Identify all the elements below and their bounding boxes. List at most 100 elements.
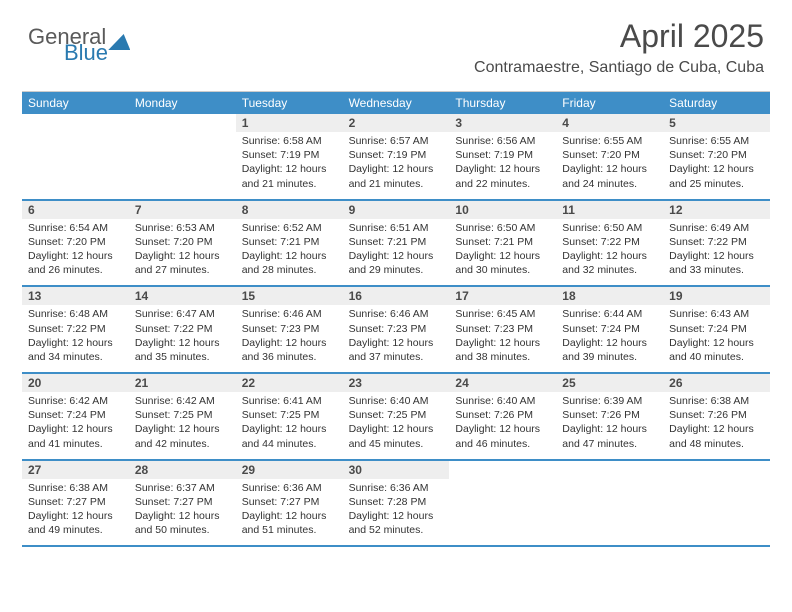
sunrise-line: Sunrise: 6:46 AM bbox=[349, 307, 444, 321]
sunrise-line: Sunrise: 6:42 AM bbox=[28, 394, 123, 408]
sunrise-line: Sunrise: 6:39 AM bbox=[562, 394, 657, 408]
day-content: Sunrise: 6:36 AMSunset: 7:28 PMDaylight:… bbox=[343, 479, 450, 546]
page-title: April 2025 bbox=[474, 18, 764, 55]
day-number: 21 bbox=[129, 374, 236, 392]
day-content: Sunrise: 6:42 AMSunset: 7:25 PMDaylight:… bbox=[129, 392, 236, 459]
daylight-line: Daylight: 12 hours and 48 minutes. bbox=[669, 422, 764, 450]
daylight-line: Daylight: 12 hours and 21 minutes. bbox=[242, 162, 337, 190]
day-content: Sunrise: 6:40 AMSunset: 7:26 PMDaylight:… bbox=[449, 392, 556, 459]
sunset-line: Sunset: 7:26 PM bbox=[455, 408, 550, 422]
sunset-line: Sunset: 7:25 PM bbox=[349, 408, 444, 422]
day-content: Sunrise: 6:38 AMSunset: 7:27 PMDaylight:… bbox=[22, 479, 129, 546]
sunrise-line: Sunrise: 6:38 AM bbox=[669, 394, 764, 408]
daylight-line: Daylight: 12 hours and 45 minutes. bbox=[349, 422, 444, 450]
day-number: 5 bbox=[663, 114, 770, 132]
day-content: Sunrise: 6:55 AMSunset: 7:20 PMDaylight:… bbox=[556, 132, 663, 199]
sunrise-line: Sunrise: 6:55 AM bbox=[669, 134, 764, 148]
day-number: 10 bbox=[449, 201, 556, 219]
sunrise-line: Sunrise: 6:50 AM bbox=[562, 221, 657, 235]
day-content: Sunrise: 6:44 AMSunset: 7:24 PMDaylight:… bbox=[556, 305, 663, 372]
sunset-line: Sunset: 7:27 PM bbox=[135, 495, 230, 509]
day-content: Sunrise: 6:48 AMSunset: 7:22 PMDaylight:… bbox=[22, 305, 129, 372]
day-content: Sunrise: 6:50 AMSunset: 7:21 PMDaylight:… bbox=[449, 219, 556, 286]
daylight-line: Daylight: 12 hours and 42 minutes. bbox=[135, 422, 230, 450]
sunset-line: Sunset: 7:20 PM bbox=[669, 148, 764, 162]
location-text: Contramaestre, Santiago de Cuba, Cuba bbox=[474, 59, 764, 77]
daylight-line: Daylight: 12 hours and 37 minutes. bbox=[349, 336, 444, 364]
day-number: 18 bbox=[556, 287, 663, 305]
day-number-empty bbox=[22, 114, 129, 132]
sunset-line: Sunset: 7:25 PM bbox=[242, 408, 337, 422]
daylight-line: Daylight: 12 hours and 50 minutes. bbox=[135, 509, 230, 537]
weekday-header: Friday bbox=[556, 92, 663, 114]
sunset-line: Sunset: 7:23 PM bbox=[349, 322, 444, 336]
sunset-line: Sunset: 7:21 PM bbox=[349, 235, 444, 249]
day-content: Sunrise: 6:52 AMSunset: 7:21 PMDaylight:… bbox=[236, 219, 343, 286]
sunrise-line: Sunrise: 6:46 AM bbox=[242, 307, 337, 321]
sunset-line: Sunset: 7:20 PM bbox=[28, 235, 123, 249]
daylight-line: Daylight: 12 hours and 25 minutes. bbox=[669, 162, 764, 190]
day-number-empty bbox=[449, 461, 556, 479]
day-content: Sunrise: 6:37 AMSunset: 7:27 PMDaylight:… bbox=[129, 479, 236, 546]
daylight-line: Daylight: 12 hours and 28 minutes. bbox=[242, 249, 337, 277]
day-number: 12 bbox=[663, 201, 770, 219]
daylight-line: Daylight: 12 hours and 35 minutes. bbox=[135, 336, 230, 364]
header: General Blue April 2025 Contramaestre, S… bbox=[0, 0, 792, 85]
sunset-line: Sunset: 7:22 PM bbox=[669, 235, 764, 249]
daylight-line: Daylight: 12 hours and 47 minutes. bbox=[562, 422, 657, 450]
day-content-row: Sunrise: 6:38 AMSunset: 7:27 PMDaylight:… bbox=[22, 479, 770, 548]
daylight-line: Daylight: 12 hours and 40 minutes. bbox=[669, 336, 764, 364]
sunrise-line: Sunrise: 6:55 AM bbox=[562, 134, 657, 148]
sunset-line: Sunset: 7:23 PM bbox=[455, 322, 550, 336]
calendar-body: 1 23 45Sunrise: 6:58 AMSunset: 7:19 PMDayl… bbox=[22, 114, 770, 547]
sunset-line: Sunset: 7:19 PM bbox=[455, 148, 550, 162]
day-number: 13 bbox=[22, 287, 129, 305]
day-content: Sunrise: 6:55 AMSunset: 7:20 PMDaylight:… bbox=[663, 132, 770, 199]
sunset-line: Sunset: 7:20 PM bbox=[135, 235, 230, 249]
sunrise-line: Sunrise: 6:50 AM bbox=[455, 221, 550, 235]
day-number: 23 bbox=[343, 374, 450, 392]
daylight-line: Daylight: 12 hours and 51 minutes. bbox=[242, 509, 337, 537]
day-number: 22 bbox=[236, 374, 343, 392]
day-content: Sunrise: 6:41 AMSunset: 7:25 PMDaylight:… bbox=[236, 392, 343, 459]
weekday-header: Monday bbox=[129, 92, 236, 114]
day-content-row: Sunrise: 6:58 AMSunset: 7:19 PMDaylight:… bbox=[22, 132, 770, 201]
day-content: Sunrise: 6:50 AMSunset: 7:22 PMDaylight:… bbox=[556, 219, 663, 286]
day-number: 15 bbox=[236, 287, 343, 305]
day-content: Sunrise: 6:42 AMSunset: 7:24 PMDaylight:… bbox=[22, 392, 129, 459]
day-content: Sunrise: 6:46 AMSunset: 7:23 PMDaylight:… bbox=[236, 305, 343, 372]
day-number: 29 bbox=[236, 461, 343, 479]
daylight-line: Daylight: 12 hours and 41 minutes. bbox=[28, 422, 123, 450]
sunrise-line: Sunrise: 6:42 AM bbox=[135, 394, 230, 408]
daylight-line: Daylight: 12 hours and 27 minutes. bbox=[135, 249, 230, 277]
sunset-line: Sunset: 7:28 PM bbox=[349, 495, 444, 509]
daylight-line: Daylight: 12 hours and 29 minutes. bbox=[349, 249, 444, 277]
day-number-empty bbox=[663, 461, 770, 479]
day-number: 27 bbox=[22, 461, 129, 479]
sunset-line: Sunset: 7:27 PM bbox=[242, 495, 337, 509]
day-content: Sunrise: 6:40 AMSunset: 7:25 PMDaylight:… bbox=[343, 392, 450, 459]
day-number-empty bbox=[129, 114, 236, 132]
daylight-line: Daylight: 12 hours and 46 minutes. bbox=[455, 422, 550, 450]
sunset-line: Sunset: 7:24 PM bbox=[669, 322, 764, 336]
daylight-line: Daylight: 12 hours and 30 minutes. bbox=[455, 249, 550, 277]
sunset-line: Sunset: 7:23 PM bbox=[242, 322, 337, 336]
sunrise-line: Sunrise: 6:47 AM bbox=[135, 307, 230, 321]
sunset-line: Sunset: 7:26 PM bbox=[562, 408, 657, 422]
sunrise-line: Sunrise: 6:43 AM bbox=[669, 307, 764, 321]
day-number: 1 bbox=[236, 114, 343, 132]
day-number: 19 bbox=[663, 287, 770, 305]
day-number: 4 bbox=[556, 114, 663, 132]
sunrise-line: Sunrise: 6:54 AM bbox=[28, 221, 123, 235]
weekday-header: Thursday bbox=[449, 92, 556, 114]
sunrise-line: Sunrise: 6:36 AM bbox=[242, 481, 337, 495]
day-content-empty bbox=[449, 479, 556, 546]
calendar: SundayMondayTuesdayWednesdayThursdayFrid… bbox=[22, 91, 770, 547]
sunrise-line: Sunrise: 6:41 AM bbox=[242, 394, 337, 408]
day-number: 30 bbox=[343, 461, 450, 479]
day-number-empty bbox=[556, 461, 663, 479]
sunrise-line: Sunrise: 6:40 AM bbox=[455, 394, 550, 408]
sunset-line: Sunset: 7:22 PM bbox=[562, 235, 657, 249]
day-number: 24 bbox=[449, 374, 556, 392]
day-number-row: 20212223242526 bbox=[22, 374, 770, 392]
